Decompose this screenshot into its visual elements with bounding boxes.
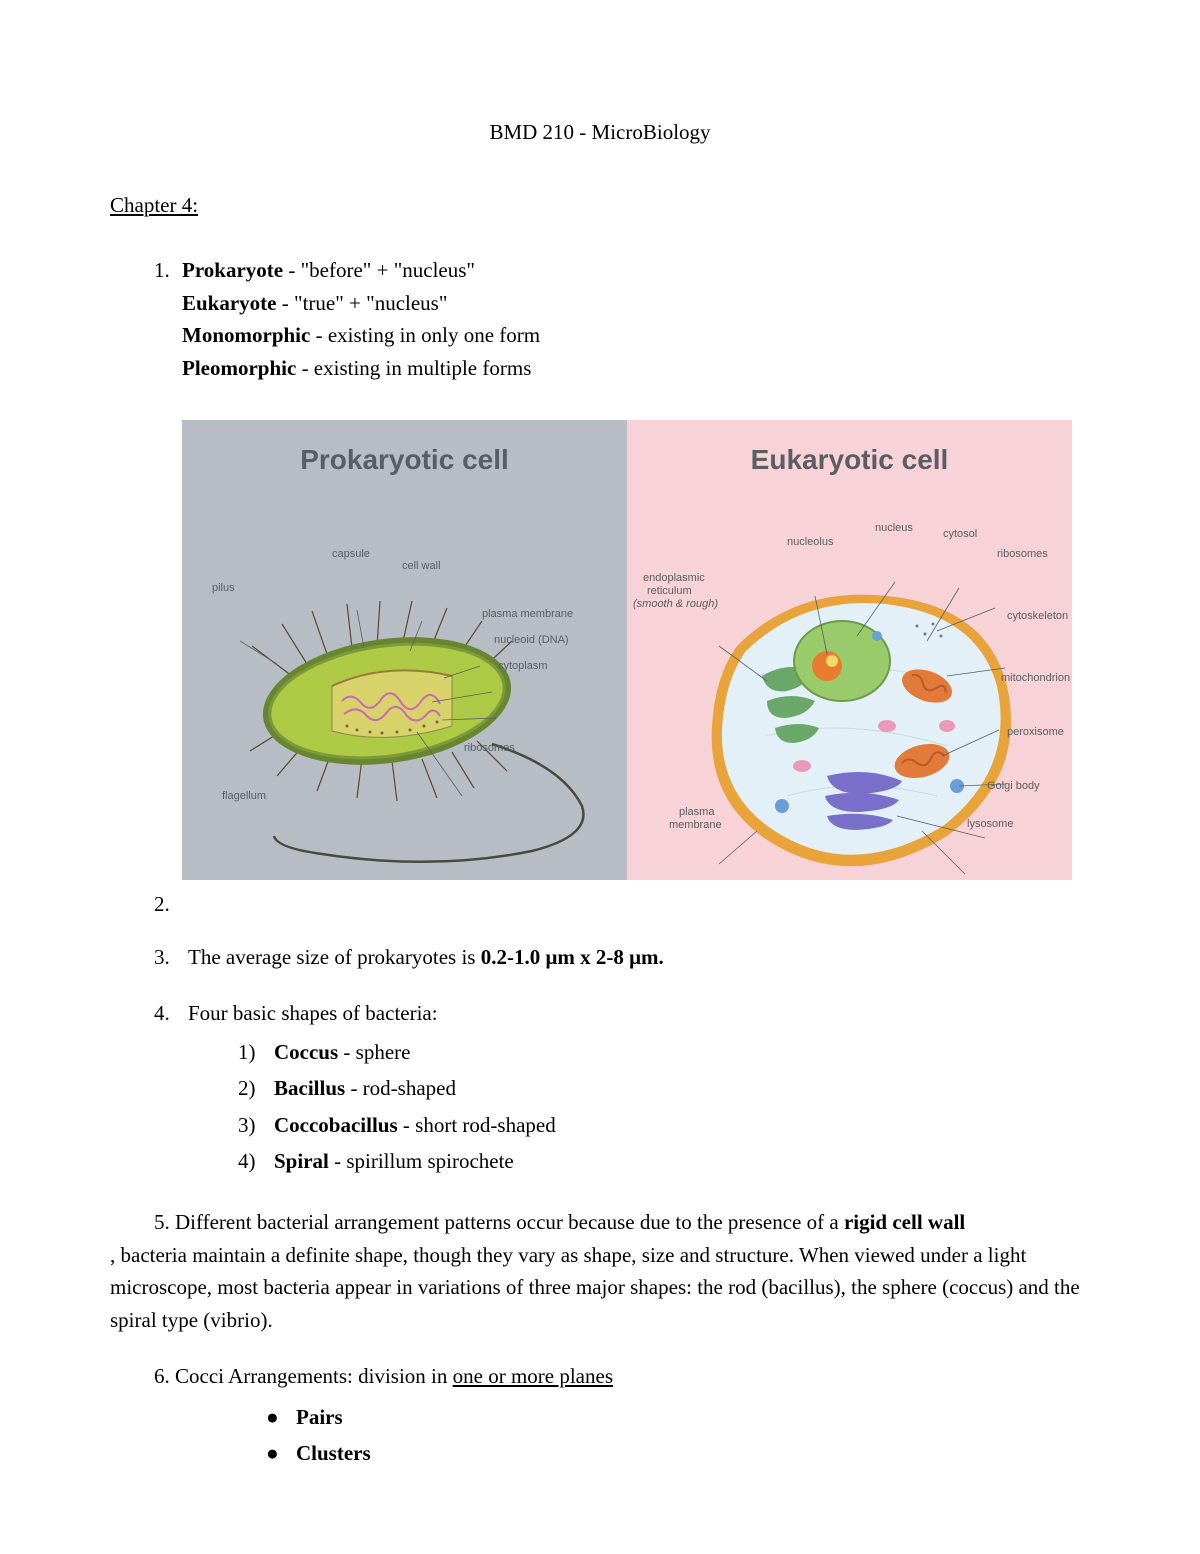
list-marker: 4. [154, 997, 188, 1030]
sublist-marker: 2) [238, 1072, 274, 1105]
shapes-sublist: 1)Coccus - sphere 2)Bacillus - rod-shape… [238, 1036, 1090, 1178]
diagram-label: peroxisome [1007, 726, 1064, 738]
chapter-heading: Chapter 4: [110, 193, 1090, 218]
diagram-label: cell wall [402, 560, 441, 572]
term-desc: - "true" + "nucleus" [277, 291, 448, 315]
sublist-marker: 3) [238, 1109, 274, 1142]
diagram-label: plasma membrane [482, 608, 573, 620]
list-marker: 2. [154, 888, 188, 921]
sublist-marker: 1) [238, 1036, 274, 1069]
document-page: BMD 210 - MicroBiology Chapter 4: 1.Prok… [0, 0, 1200, 1554]
prokaryotic-panel: Prokaryotic cell [182, 420, 627, 880]
panel-title: Prokaryotic cell [182, 444, 627, 476]
diagram-label: Golgi body [987, 780, 1040, 792]
list-item-5: 5. Different bacterial arrangement patte… [110, 1206, 1090, 1336]
diagram-label: cytoplasm [498, 660, 548, 672]
definitions-block: 1.Prokaryote - "before" + "nucleus" Euka… [154, 254, 1090, 384]
diagram-label: membrane [669, 819, 722, 831]
diagram-label: lysosome [967, 818, 1013, 830]
diagram-label: capsule [332, 548, 370, 560]
diagram-label: pilus [212, 582, 235, 594]
term: Monomorphic [182, 323, 310, 347]
diagram-label: ribosomes [464, 742, 515, 754]
list-item-2: 2. [154, 888, 1090, 921]
diagram-label: (smooth & rough) [633, 598, 718, 610]
bullet-text: Clusters [296, 1437, 371, 1470]
diagram-label: nucleus [875, 522, 913, 534]
term: Eukaryote [182, 291, 277, 315]
diagram-label: plasma [679, 806, 714, 818]
term: Prokaryote [182, 258, 283, 282]
list-marker: 3. [154, 941, 188, 974]
term-desc: - "before" + "nucleus" [283, 258, 475, 282]
prokaryotic-cell-svg [182, 476, 627, 876]
course-title: BMD 210 - MicroBiology [110, 120, 1090, 145]
diagram-label: nucleolus [787, 536, 833, 548]
diagram-label: reticulum [647, 585, 692, 597]
panel-title: Eukaryotic cell [627, 444, 1072, 476]
cocci-bullets: ●Pairs ●Clusters [266, 1401, 1090, 1470]
term-desc: - existing in only one form [310, 323, 540, 347]
list-item-3: 3. The average size of prokaryotes is 0.… [154, 941, 1090, 974]
item-text: Four basic shapes of bacteria: [188, 997, 438, 1030]
list-item-6: 6. Cocci Arrangements: division in one o… [154, 1360, 1090, 1393]
diagram-label: endoplasmic [643, 572, 705, 584]
item-text: The average size of prokaryotes is 0.2-1… [188, 941, 664, 974]
bullet-text: Pairs [296, 1401, 343, 1434]
diagram-label: flagellum [222, 790, 266, 802]
diagram-label: mitochondrion [1001, 672, 1070, 684]
eukaryotic-panel: Eukaryotic cell [627, 420, 1072, 880]
sublist-marker: 4) [238, 1145, 274, 1178]
diagram-label: cytosol [943, 528, 977, 540]
cell-comparison-diagram: Prokaryotic cell [182, 420, 1072, 880]
list-item-4: 4. Four basic shapes of bacteria: [154, 997, 1090, 1030]
diagram-label: nucleoid (DNA) [494, 634, 569, 646]
term-desc: - existing in multiple forms [296, 356, 531, 380]
bullet-icon: ● [266, 1437, 296, 1470]
bullet-icon: ● [266, 1401, 296, 1434]
diagram-label: cytoskeleton [1007, 610, 1068, 622]
diagram-label: ribosomes [997, 548, 1048, 560]
list-marker: 1. [154, 254, 182, 287]
term: Pleomorphic [182, 356, 296, 380]
